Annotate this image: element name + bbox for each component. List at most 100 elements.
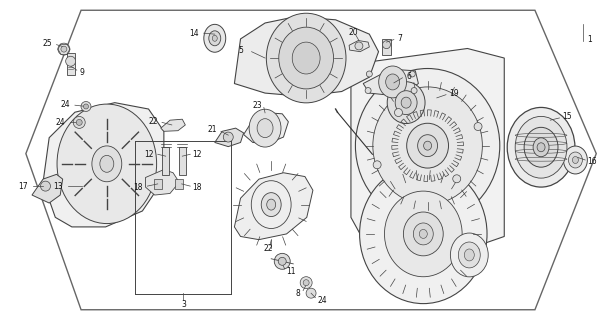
Ellipse shape [267, 199, 276, 210]
Ellipse shape [464, 249, 474, 261]
Text: 6: 6 [406, 72, 411, 81]
Ellipse shape [355, 68, 500, 223]
Ellipse shape [292, 42, 320, 74]
Text: 14: 14 [189, 29, 199, 38]
Ellipse shape [100, 156, 114, 172]
Polygon shape [363, 69, 418, 96]
Polygon shape [215, 128, 243, 147]
Ellipse shape [279, 27, 333, 89]
Ellipse shape [266, 13, 346, 103]
Ellipse shape [379, 66, 407, 98]
Text: 16: 16 [588, 157, 598, 166]
Text: 12: 12 [193, 150, 202, 159]
Text: 3: 3 [181, 300, 186, 308]
Polygon shape [43, 103, 164, 227]
Ellipse shape [507, 108, 575, 187]
Ellipse shape [401, 97, 411, 108]
Text: 20: 20 [349, 28, 358, 37]
Ellipse shape [204, 24, 225, 52]
Text: 8: 8 [296, 289, 301, 298]
Ellipse shape [533, 138, 549, 157]
Bar [162, 147, 169, 175]
Ellipse shape [395, 91, 417, 115]
Polygon shape [349, 41, 370, 52]
Circle shape [306, 288, 316, 298]
Ellipse shape [413, 223, 433, 245]
Ellipse shape [403, 212, 444, 256]
Circle shape [274, 253, 290, 269]
Circle shape [303, 280, 309, 286]
Ellipse shape [564, 146, 588, 174]
Ellipse shape [386, 74, 400, 90]
Bar [175, 179, 183, 189]
Ellipse shape [213, 35, 217, 41]
Text: 24: 24 [55, 118, 65, 127]
Circle shape [58, 43, 70, 55]
Ellipse shape [458, 242, 480, 268]
Ellipse shape [384, 191, 462, 277]
Text: 12: 12 [144, 150, 153, 159]
Text: 24: 24 [60, 100, 70, 109]
Text: 5: 5 [239, 46, 243, 55]
Ellipse shape [407, 123, 448, 168]
Circle shape [300, 277, 312, 289]
Circle shape [394, 108, 402, 116]
Ellipse shape [261, 193, 281, 217]
Circle shape [409, 71, 415, 77]
Ellipse shape [257, 119, 273, 138]
Circle shape [365, 88, 371, 93]
Circle shape [41, 181, 51, 191]
Ellipse shape [450, 233, 488, 277]
Bar [381, 39, 392, 55]
Text: 22: 22 [264, 244, 274, 253]
Circle shape [474, 123, 482, 131]
Polygon shape [351, 49, 505, 249]
Bar [179, 147, 186, 175]
Ellipse shape [57, 104, 156, 224]
Circle shape [411, 88, 417, 93]
Text: 23: 23 [253, 101, 262, 110]
Polygon shape [243, 113, 288, 143]
Ellipse shape [569, 152, 582, 168]
Bar [67, 53, 75, 76]
Text: 11: 11 [286, 267, 296, 276]
Ellipse shape [418, 135, 437, 156]
Polygon shape [145, 170, 179, 195]
Ellipse shape [373, 87, 482, 204]
Ellipse shape [209, 31, 221, 46]
Ellipse shape [419, 229, 428, 238]
Text: 1: 1 [587, 35, 592, 44]
Text: 7: 7 [397, 35, 402, 44]
Circle shape [84, 104, 89, 109]
Circle shape [278, 257, 286, 265]
Ellipse shape [92, 146, 122, 182]
Circle shape [383, 41, 391, 49]
Circle shape [61, 46, 67, 52]
Circle shape [453, 175, 461, 183]
Circle shape [355, 42, 363, 50]
Circle shape [367, 71, 372, 77]
Polygon shape [235, 17, 379, 96]
Polygon shape [161, 119, 185, 131]
Ellipse shape [387, 82, 425, 124]
Text: 25: 25 [43, 39, 52, 48]
Circle shape [373, 161, 381, 169]
Text: 15: 15 [562, 113, 572, 122]
Ellipse shape [360, 164, 487, 304]
Ellipse shape [249, 109, 281, 147]
Circle shape [66, 56, 76, 66]
Ellipse shape [537, 143, 545, 152]
Text: 21: 21 [208, 125, 217, 134]
Ellipse shape [524, 127, 558, 167]
Polygon shape [32, 174, 63, 203]
Bar [154, 179, 162, 189]
Ellipse shape [515, 116, 567, 178]
Circle shape [81, 101, 91, 111]
Text: 17: 17 [18, 182, 28, 191]
Text: 9: 9 [80, 68, 85, 77]
Circle shape [76, 119, 82, 125]
Text: 18: 18 [193, 183, 202, 192]
Text: 18: 18 [133, 183, 142, 192]
Circle shape [223, 132, 233, 142]
Ellipse shape [572, 156, 578, 164]
